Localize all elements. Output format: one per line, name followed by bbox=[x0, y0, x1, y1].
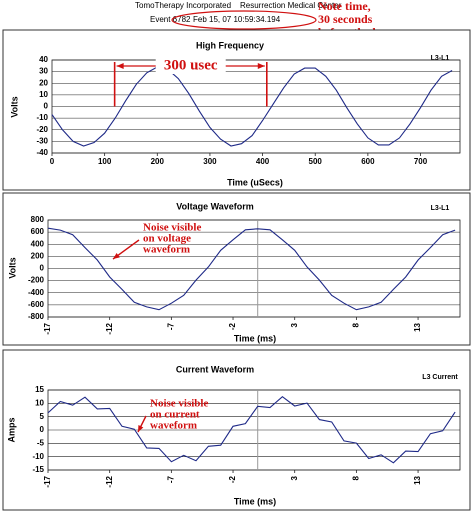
y-tick-label: -40 bbox=[36, 148, 48, 157]
x-tick-label: -2 bbox=[228, 322, 237, 330]
y-tick-label: -600 bbox=[28, 300, 45, 309]
y-tick-label: 20 bbox=[39, 78, 48, 87]
x-tick-label: 200 bbox=[151, 157, 165, 166]
plot-frame bbox=[47, 389, 461, 471]
x-axis-label: Time (ms) bbox=[234, 496, 276, 506]
arrow-head bbox=[138, 425, 144, 432]
y-tick-label: 400 bbox=[31, 239, 45, 248]
annotation: Noise visible bbox=[143, 222, 201, 234]
x-tick-label: 100 bbox=[98, 157, 112, 166]
site: Resurrection Medical Center bbox=[240, 1, 342, 10]
x-tick-label: 700 bbox=[414, 157, 428, 166]
plot-frame bbox=[47, 219, 461, 318]
annotation: waveform bbox=[143, 244, 190, 256]
y-tick-label: 0 bbox=[44, 102, 49, 111]
series-line bbox=[51, 66, 453, 147]
annotation-bg bbox=[155, 58, 226, 74]
highlight-ellipse bbox=[171, 10, 317, 30]
x-tick-label: 8 bbox=[351, 322, 360, 327]
x-tick-label: 500 bbox=[309, 157, 323, 166]
y-tick-label: 0 bbox=[40, 264, 45, 273]
y-tick-label: 40 bbox=[39, 55, 48, 64]
x-tick-label: 300 bbox=[203, 157, 217, 166]
y-tick-label: 10 bbox=[39, 90, 48, 99]
note: 30 seconds bbox=[318, 12, 373, 26]
x-tick-label: -7 bbox=[166, 475, 175, 483]
x-tick-label: -12 bbox=[105, 475, 114, 487]
x-tick-label: -17 bbox=[43, 322, 52, 334]
x-tick-label: 13 bbox=[413, 322, 422, 331]
chart-title: Voltage Waveform bbox=[176, 201, 254, 211]
panel bbox=[2, 29, 471, 191]
x-tick-label: 13 bbox=[413, 475, 422, 484]
y-axis-label: Volts bbox=[7, 257, 17, 278]
x-tick-label: -7 bbox=[166, 322, 175, 330]
chart-title: High Frequency bbox=[196, 40, 264, 50]
y-tick-label: 200 bbox=[31, 251, 45, 260]
y-tick-label: 800 bbox=[31, 215, 45, 224]
y-tick-label: -200 bbox=[28, 276, 45, 285]
annotation: 300 usec bbox=[164, 57, 218, 73]
x-tick-label: -12 bbox=[105, 322, 114, 334]
x-tick-label: 0 bbox=[50, 157, 55, 166]
plot-frame bbox=[51, 59, 461, 154]
corner-label: L3-L1 bbox=[431, 205, 450, 212]
annotation: waveform bbox=[150, 420, 197, 432]
y-tick-label: 600 bbox=[31, 227, 45, 236]
x-tick-label: 3 bbox=[290, 322, 299, 327]
y-tick-label: -400 bbox=[28, 288, 45, 297]
annotation: on voltage bbox=[143, 233, 191, 245]
y-tick-label: -5 bbox=[37, 438, 45, 447]
y-tick-label: 30 bbox=[39, 67, 48, 76]
y-tick-label: -10 bbox=[32, 452, 44, 461]
chart-title: Current Waveform bbox=[176, 364, 254, 374]
y-tick-label: 15 bbox=[35, 385, 44, 394]
x-tick-label: -2 bbox=[228, 475, 237, 483]
corner-label: L3-L1 bbox=[431, 55, 450, 62]
annotation: Noise visible bbox=[150, 398, 208, 410]
y-tick-label: 5 bbox=[40, 412, 45, 421]
x-tick-label: 600 bbox=[361, 157, 375, 166]
y-tick-label: -15 bbox=[32, 465, 44, 474]
y-tick-label: -10 bbox=[36, 113, 48, 122]
company: TomoTherapy Incorporated bbox=[135, 1, 231, 10]
y-tick-label: -20 bbox=[36, 125, 48, 134]
corner-label: L3 Current bbox=[422, 374, 458, 381]
series-line bbox=[47, 227, 456, 311]
y-axis-label: Volts bbox=[9, 96, 19, 117]
annotation: on current bbox=[150, 409, 200, 421]
y-tick-label: -800 bbox=[28, 312, 45, 321]
y-tick-label: 0 bbox=[40, 425, 45, 434]
x-axis-label: Time (ms) bbox=[234, 333, 276, 343]
arrow-head bbox=[113, 252, 120, 259]
series-line bbox=[47, 395, 456, 464]
note: Note time, bbox=[318, 0, 371, 13]
x-axis-label: Time (uSecs) bbox=[227, 177, 283, 187]
x-tick-label: 3 bbox=[290, 475, 299, 480]
y-axis-label: Amps bbox=[6, 417, 16, 442]
y-tick-label: -30 bbox=[36, 136, 48, 145]
x-tick-label: -17 bbox=[43, 475, 52, 487]
event: Event 6782 bbox=[150, 15, 191, 24]
timestamp: Feb 15, 07 10:59:34.194 bbox=[193, 15, 281, 24]
x-tick-label: 8 bbox=[351, 475, 360, 480]
x-tick-label: 400 bbox=[256, 157, 270, 166]
y-tick-label: 10 bbox=[35, 398, 44, 407]
panel bbox=[2, 192, 471, 346]
